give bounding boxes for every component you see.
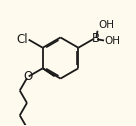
Text: B: B bbox=[92, 32, 100, 45]
Text: OH: OH bbox=[98, 20, 114, 29]
Text: Cl: Cl bbox=[16, 33, 28, 45]
Text: OH: OH bbox=[105, 36, 121, 45]
Text: O: O bbox=[23, 70, 33, 83]
